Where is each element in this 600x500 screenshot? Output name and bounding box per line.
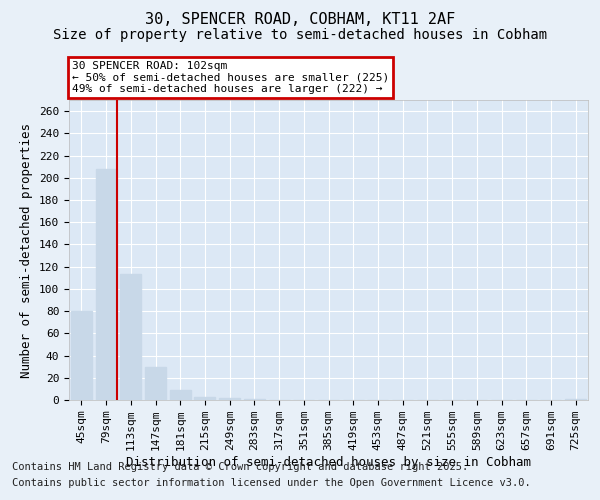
Text: 30 SPENCER ROAD: 102sqm
← 50% of semi-detached houses are smaller (225)
49% of s: 30 SPENCER ROAD: 102sqm ← 50% of semi-de… <box>71 61 389 94</box>
Y-axis label: Number of semi-detached properties: Number of semi-detached properties <box>20 122 34 378</box>
Bar <box>71 311 92 400</box>
Text: Size of property relative to semi-detached houses in Cobham: Size of property relative to semi-detach… <box>53 28 547 42</box>
Bar <box>219 398 240 400</box>
Bar <box>194 396 215 400</box>
Text: 30, SPENCER ROAD, COBHAM, KT11 2AF: 30, SPENCER ROAD, COBHAM, KT11 2AF <box>145 12 455 28</box>
Text: Contains public sector information licensed under the Open Government Licence v3: Contains public sector information licen… <box>12 478 531 488</box>
Bar <box>145 366 166 400</box>
Bar <box>565 399 586 400</box>
Bar <box>170 390 191 400</box>
X-axis label: Distribution of semi-detached houses by size in Cobham: Distribution of semi-detached houses by … <box>126 456 531 469</box>
Bar <box>95 169 116 400</box>
Bar <box>244 399 265 400</box>
Text: Contains HM Land Registry data © Crown copyright and database right 2025.: Contains HM Land Registry data © Crown c… <box>12 462 468 472</box>
Bar <box>120 274 141 400</box>
